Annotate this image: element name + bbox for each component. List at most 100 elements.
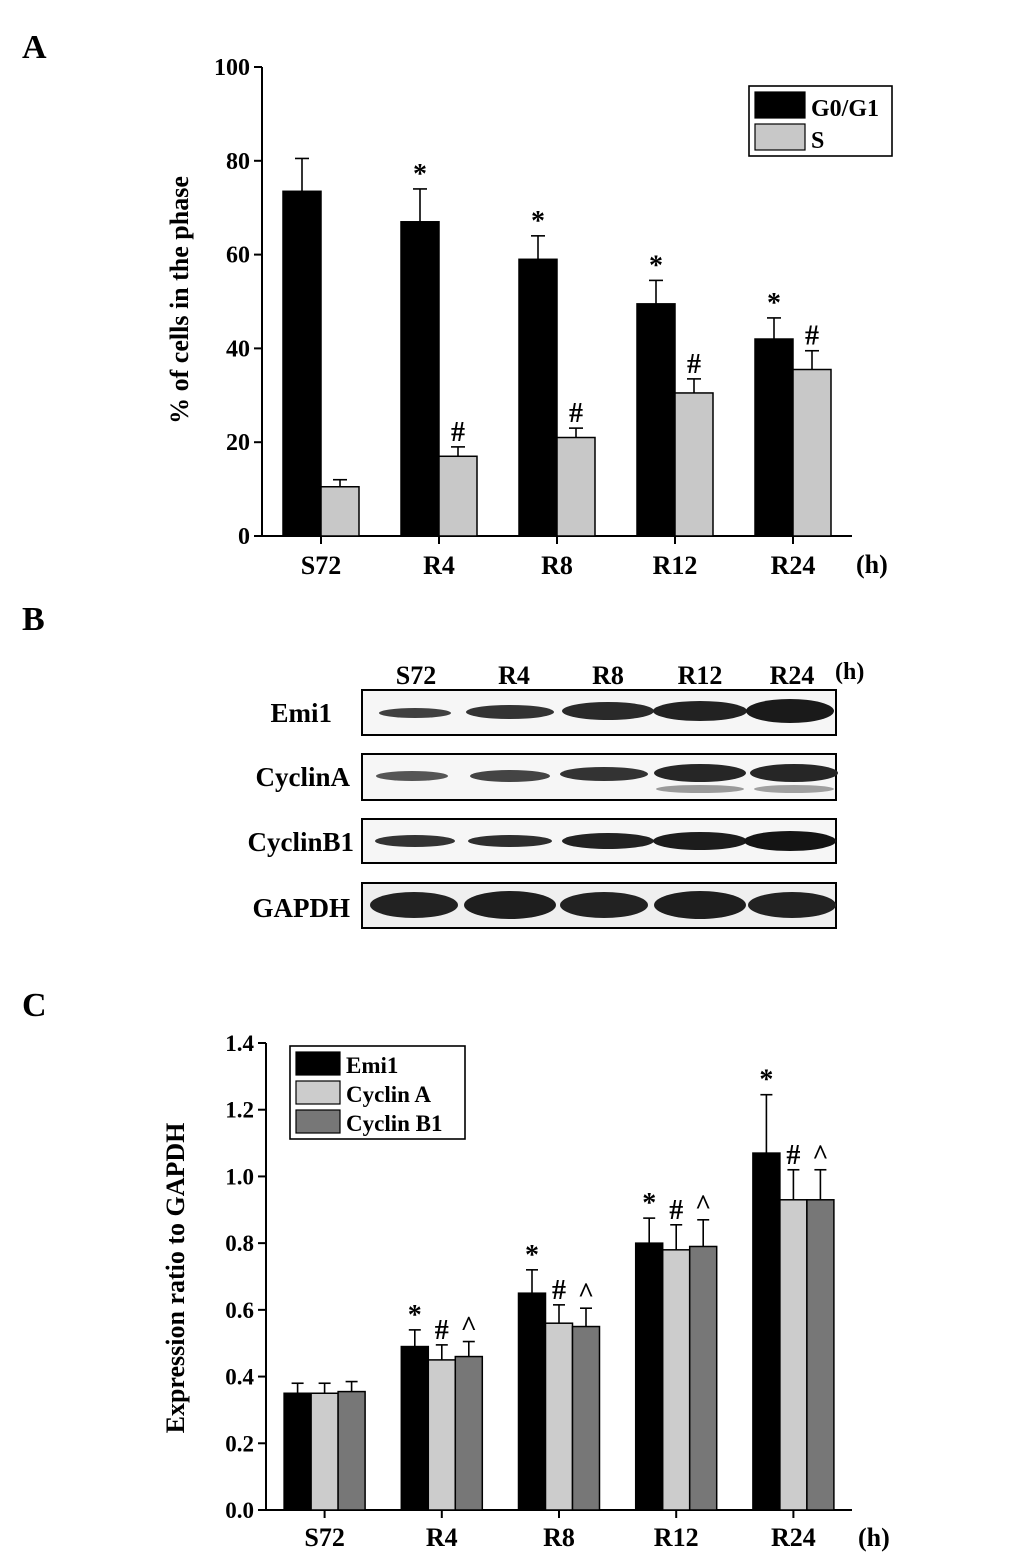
significance-marker: # (687, 349, 701, 380)
blot-band (560, 767, 648, 781)
x-tick-label: R24 (771, 1523, 816, 1552)
y-tick-label: 80 (226, 149, 250, 175)
bar-g0-g1 (282, 190, 322, 537)
significance-marker: * (649, 250, 663, 281)
blot-band (470, 770, 550, 782)
significance-marker: # (451, 417, 465, 448)
significance-marker: * (413, 159, 427, 190)
significance-marker: * (759, 1065, 773, 1096)
significance-marker: ^ (812, 1140, 828, 1171)
blot-band (744, 831, 836, 851)
bar-g0-g1 (518, 258, 558, 537)
blot-row-label: Emi1 (270, 698, 332, 728)
bar-cyclin-b1 (571, 1325, 601, 1511)
panel-label-b: B (22, 601, 45, 638)
x-tick-label: R4 (426, 1523, 458, 1552)
western-blot: S72 R4 R8 R12 R24 (h) Emi1 CyclinA Cycli… (247, 659, 864, 929)
bar-g0-g1 (400, 221, 440, 537)
blot-band (750, 764, 838, 782)
y-tick-label: 60 (226, 243, 250, 269)
bar-s (792, 368, 832, 537)
blot-band (562, 702, 654, 720)
x-tick-label: R12 (654, 1523, 699, 1552)
y-tick-label: 0.4 (225, 1365, 254, 1390)
y-tick-label: 0.2 (225, 1431, 254, 1456)
blot-band-faint (656, 785, 744, 793)
bar-s (320, 486, 360, 537)
bar-cyclin-a (544, 1322, 574, 1511)
bar-cyclin-a (310, 1392, 339, 1511)
blot-band (748, 892, 836, 918)
bar-emi1 (283, 1392, 312, 1511)
bar-cyclin-b1 (337, 1390, 366, 1511)
x-tick-label: R8 (543, 1523, 575, 1552)
bar-g0-g1 (636, 303, 676, 537)
significance-marker: ^ (695, 1190, 711, 1221)
bar-emi1 (752, 1152, 781, 1511)
y-tick-label: 0.0 (225, 1498, 254, 1523)
chart-c-x-unit: (h) (858, 1523, 890, 1552)
significance-marker: # (805, 321, 819, 352)
chart-c-expression: Expression ratio to GAPDH (h) 0.0 0.2 0.4 0… (161, 1031, 890, 1552)
panel-label-a: A (22, 29, 47, 66)
x-tick-label: R12 (653, 551, 698, 580)
blot-band (654, 764, 746, 782)
y-tick-label: 20 (226, 430, 250, 456)
blot-col-label: R4 (498, 661, 530, 690)
blot-band (468, 835, 552, 847)
legend-label: Emi1 (346, 1053, 398, 1078)
blot-band (370, 892, 458, 918)
blot-col-label: R24 (770, 661, 815, 690)
significance-marker: # (569, 398, 583, 429)
significance-marker: # (552, 1275, 566, 1306)
x-tick-label: R24 (771, 551, 816, 580)
bar-s (438, 455, 478, 537)
bar-cyclin-a (779, 1199, 808, 1511)
y-tick-label: 1.4 (225, 1031, 254, 1056)
blot-band (466, 705, 554, 719)
bar-emi1 (517, 1292, 547, 1511)
legend-swatch (754, 123, 806, 151)
bar-cyclin-b1 (806, 1199, 835, 1511)
chart-c-ylabel: Expression ratio to GAPDH (161, 1123, 190, 1434)
y-tick-label: 0.6 (225, 1298, 254, 1323)
legend-swatch (295, 1080, 341, 1105)
blot-col-label: R12 (678, 661, 723, 690)
blot-band (464, 891, 556, 919)
blot-band (746, 699, 834, 723)
legend-swatch (295, 1109, 341, 1134)
significance-marker: ^ (578, 1278, 594, 1309)
y-tick-label: 1.0 (225, 1164, 254, 1189)
legend-label: Cyclin B1 (346, 1111, 442, 1136)
blot-band (653, 701, 747, 721)
y-tick-label: 1.2 (225, 1098, 254, 1123)
blot-row-label: CyclinA (256, 762, 351, 792)
y-tick-label: 40 (226, 336, 250, 362)
bar-cyclin-a (661, 1249, 691, 1511)
bar-cyclin-a (427, 1359, 457, 1511)
blot-col-label: S72 (396, 661, 436, 690)
bar-s (674, 392, 714, 537)
blot-band (376, 771, 448, 781)
legend-label: Cyclin A (346, 1082, 431, 1107)
y-tick-label: 100 (214, 55, 250, 81)
x-tick-label: S72 (304, 1523, 344, 1552)
panel-label-c: C (22, 987, 47, 1024)
y-tick-label: 0.8 (225, 1231, 254, 1256)
significance-marker: * (531, 206, 545, 237)
significance-marker: * (408, 1300, 422, 1331)
blot-band (562, 833, 654, 849)
blot-row-label: GAPDH (253, 893, 351, 923)
significance-marker: ^ (461, 1312, 477, 1343)
x-tick-label: R4 (423, 551, 455, 580)
bar-g0-g1 (754, 338, 794, 537)
blot-row-label: CyclinB1 (247, 827, 354, 857)
blot-band (375, 835, 455, 847)
significance-marker: * (767, 288, 781, 319)
blot-x-unit: (h) (835, 659, 864, 685)
bar-cyclin-b1 (688, 1245, 718, 1511)
bar-s (556, 436, 596, 537)
chart-a-x-unit: (h) (856, 550, 888, 579)
chart-a-ylabel: % of cells in the phase (165, 176, 194, 424)
